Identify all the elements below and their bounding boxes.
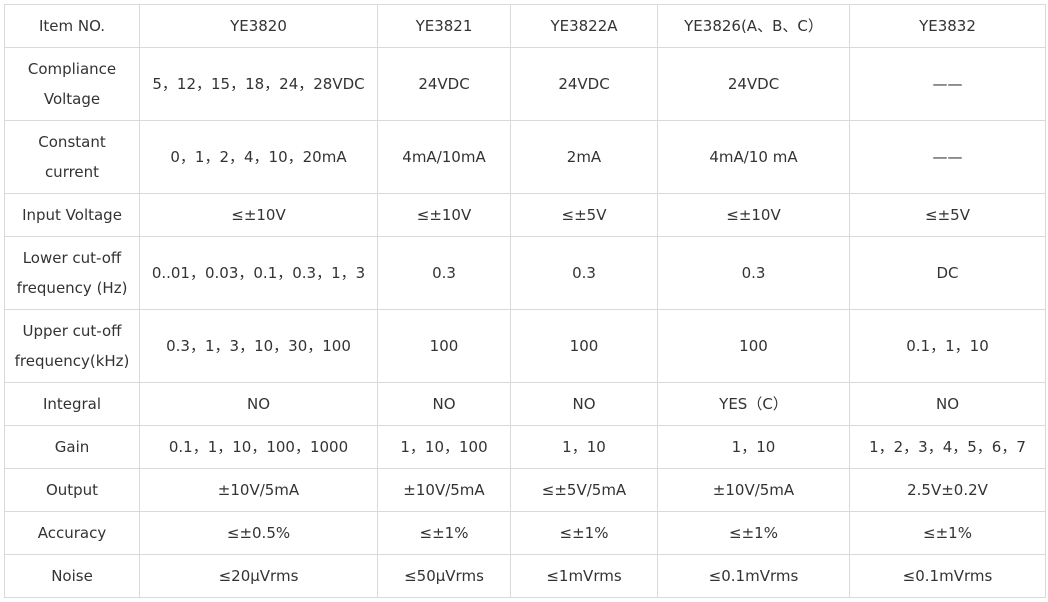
row-label: Gain (4, 425, 140, 469)
table-cell: 0.3，1，3，10，30，100 (139, 309, 378, 383)
row-label: Constant current (4, 120, 140, 194)
table-cell: YES（C） (657, 382, 850, 426)
table-cell: 100 (657, 309, 850, 383)
table-cell: ≤±1% (657, 511, 850, 555)
table-cell: ≤±0.5% (139, 511, 378, 555)
table-row: Accuracy ≤±0.5% ≤±1% ≤±1% ≤±1% ≤±1% (4, 511, 1046, 555)
table-cell: 0.1，1，10，100，1000 (139, 425, 378, 469)
table-cell: ≤±1% (377, 511, 511, 555)
table-row: Integral NO NO NO YES（C） NO (4, 382, 1046, 426)
table-cell: ≤±10V (139, 193, 378, 237)
table-row: Constant current 0，1，2，4，10，20mA 4mA/10m… (4, 120, 1046, 194)
table-cell: 5，12，15，18，24，28VDC (139, 47, 378, 121)
header-model-ye3832: YE3832 (849, 4, 1046, 48)
header-model-ye3821: YE3821 (377, 4, 511, 48)
table-cell: DC (849, 236, 1046, 310)
table-cell: ±10V/5mA (139, 468, 378, 512)
table-cell: 24VDC (657, 47, 850, 121)
table-cell: 0.3 (377, 236, 511, 310)
table-cell: ≤50μVrms (377, 554, 511, 598)
table-row: Noise ≤20μVrms ≤50μVrms ≤1mVrms ≤0.1mVrm… (4, 554, 1046, 598)
table-cell: 4mA/10 mA (657, 120, 850, 194)
table-cell: 2.5V±0.2V (849, 468, 1046, 512)
table-cell: ≤0.1mVrms (657, 554, 850, 598)
table-cell: 0.3 (510, 236, 658, 310)
table-cell: 0.1，1，10 (849, 309, 1046, 383)
row-label: Output (4, 468, 140, 512)
header-model-ye3820: YE3820 (139, 4, 378, 48)
table-cell: ≤±5V (849, 193, 1046, 237)
row-label: Input Voltage (4, 193, 140, 237)
row-label: Noise (4, 554, 140, 598)
table-cell: ≤±1% (849, 511, 1046, 555)
row-label: Upper cut-off frequency(kHz) (4, 309, 140, 383)
table-row: Input Voltage ≤±10V ≤±10V ≤±5V ≤±10V ≤±5… (4, 193, 1046, 237)
table-cell: NO (510, 382, 658, 426)
table-cell: 1，10，100 (377, 425, 511, 469)
table-row: Upper cut-off frequency(kHz) 0.3，1，3，10，… (4, 309, 1046, 383)
table-row: Lower cut-off frequency (Hz) 0..01，0.03，… (4, 236, 1046, 310)
row-label: Integral (4, 382, 140, 426)
header-row: Item NO. YE3820 YE3821 YE3822A YE3826(A、… (4, 4, 1046, 48)
table-cell: ≤±5V/5mA (510, 468, 658, 512)
table-cell: 24VDC (377, 47, 511, 121)
header-model-ye3822a: YE3822A (510, 4, 658, 48)
table-cell: NO (139, 382, 378, 426)
table-cell: 0..01，0.03，0.1，0.3，1，3 (139, 236, 378, 310)
header-model-ye3826: YE3826(A、B、C） (657, 4, 850, 48)
table-row: Gain 0.1，1，10，100，1000 1，10，100 1，10 1，1… (4, 425, 1046, 469)
table-cell: ≤±1% (510, 511, 658, 555)
table-cell: 2mA (510, 120, 658, 194)
table-cell: —— (849, 120, 1046, 194)
table-cell: ≤±5V (510, 193, 658, 237)
table-cell: ±10V/5mA (657, 468, 850, 512)
table-cell: ≤1mVrms (510, 554, 658, 598)
table-cell: 1，10 (657, 425, 850, 469)
table-cell: 0.3 (657, 236, 850, 310)
specification-table: Item NO. YE3820 YE3821 YE3822A YE3826(A、… (4, 4, 1046, 598)
table-row: Output ±10V/5mA ±10V/5mA ≤±5V/5mA ±10V/5… (4, 468, 1046, 512)
table-cell: NO (377, 382, 511, 426)
table-cell: 24VDC (510, 47, 658, 121)
row-label: Accuracy (4, 511, 140, 555)
table-cell: ±10V/5mA (377, 468, 511, 512)
table-cell: 0，1，2，4，10，20mA (139, 120, 378, 194)
table-cell: NO (849, 382, 1046, 426)
row-label: Compliance Voltage (4, 47, 140, 121)
header-item-no: Item NO. (4, 4, 140, 48)
row-label: Lower cut-off frequency (Hz) (4, 236, 140, 310)
table-row: Compliance Voltage 5，12，15，18，24，28VDC 2… (4, 47, 1046, 121)
table-cell: 1，10 (510, 425, 658, 469)
table-cell: 4mA/10mA (377, 120, 511, 194)
table-cell: ≤0.1mVrms (849, 554, 1046, 598)
table-cell: 1，2，3，4，5，6，7 (849, 425, 1046, 469)
table-cell: 100 (377, 309, 511, 383)
table-cell: —— (849, 47, 1046, 121)
table-cell: 100 (510, 309, 658, 383)
table-cell: ≤±10V (377, 193, 511, 237)
table-cell: ≤20μVrms (139, 554, 378, 598)
table-cell: ≤±10V (657, 193, 850, 237)
